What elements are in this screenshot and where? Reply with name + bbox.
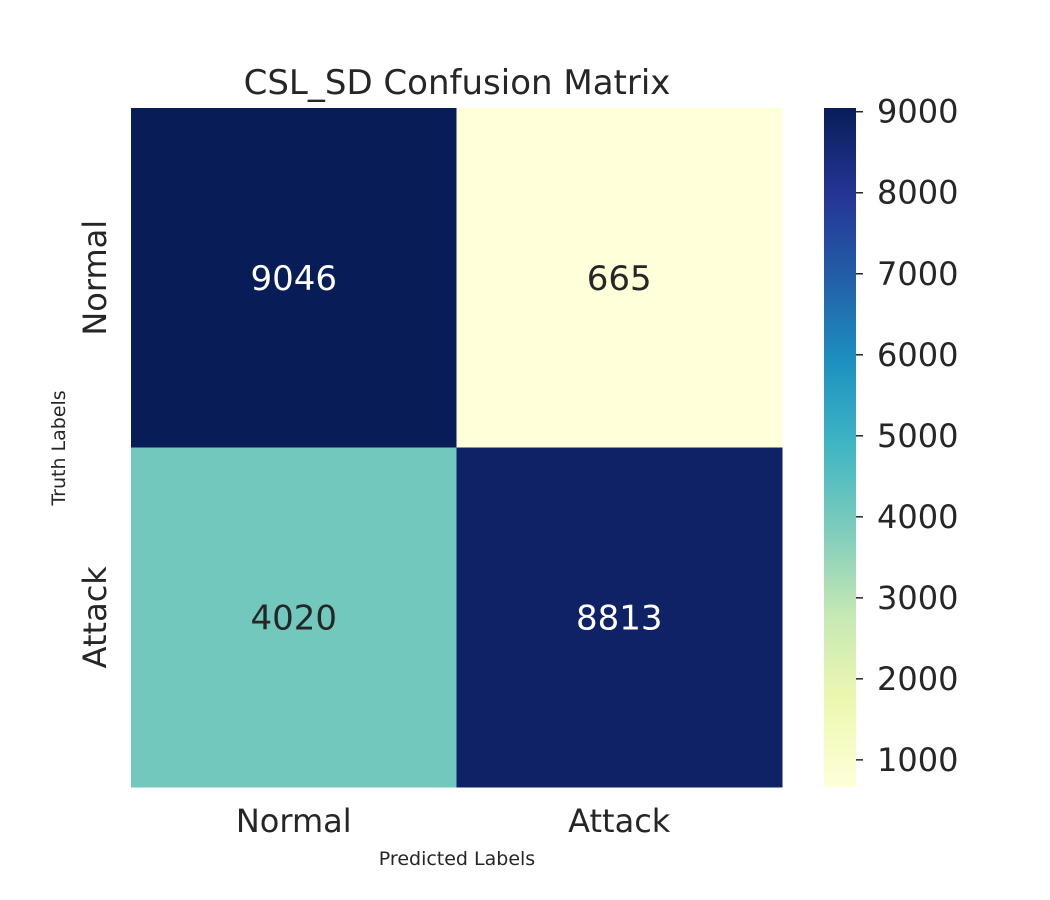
y-tick-label: Normal: [76, 220, 114, 336]
heatmap-cell: [131, 447, 457, 788]
heatmap-cell: [131, 108, 457, 448]
heatmap-cell: [456, 108, 783, 448]
cell-value-label: 8813: [576, 598, 663, 638]
colorbar-ticks: 1000 2000 3000 4000 5000 6000 7000 8000 9000: [856, 93, 958, 779]
colorbar-tick-label: 8000: [877, 174, 958, 212]
colorbar-tick-label: 7000: [877, 255, 958, 293]
y-tick-labels: Normal Attack: [76, 220, 114, 668]
colorbar: [824, 108, 856, 787]
y-tick-label: Attack: [76, 566, 114, 669]
colorbar-tick-label: 5000: [877, 417, 958, 455]
colorbar-tick-label: 3000: [877, 579, 958, 617]
cell-value-label: 665: [587, 259, 652, 299]
cell-value-label: 9046: [250, 259, 337, 299]
colorbar-tick-label: 2000: [877, 660, 958, 698]
chart-title: CSL_SD Confusion Matrix: [244, 63, 671, 103]
colorbar-tick-label: 4000: [877, 498, 958, 536]
colorbar-tick-label: 9000: [877, 93, 958, 131]
x-tick-labels: Normal Attack: [236, 802, 671, 840]
cell-value-label: 4020: [250, 598, 337, 638]
colorbar-tick-label: 1000: [877, 741, 958, 779]
x-tick-label: Attack: [568, 802, 671, 840]
colorbar-tick-label: 6000: [877, 336, 958, 374]
y-axis-label: Truth Labels: [48, 390, 70, 506]
heatmap-cells: 9046 665 4020 8813: [131, 108, 783, 788]
x-tick-label: Normal: [236, 802, 352, 840]
heatmap-cell: [456, 447, 783, 788]
x-axis-label: Predicted Labels: [379, 848, 535, 870]
